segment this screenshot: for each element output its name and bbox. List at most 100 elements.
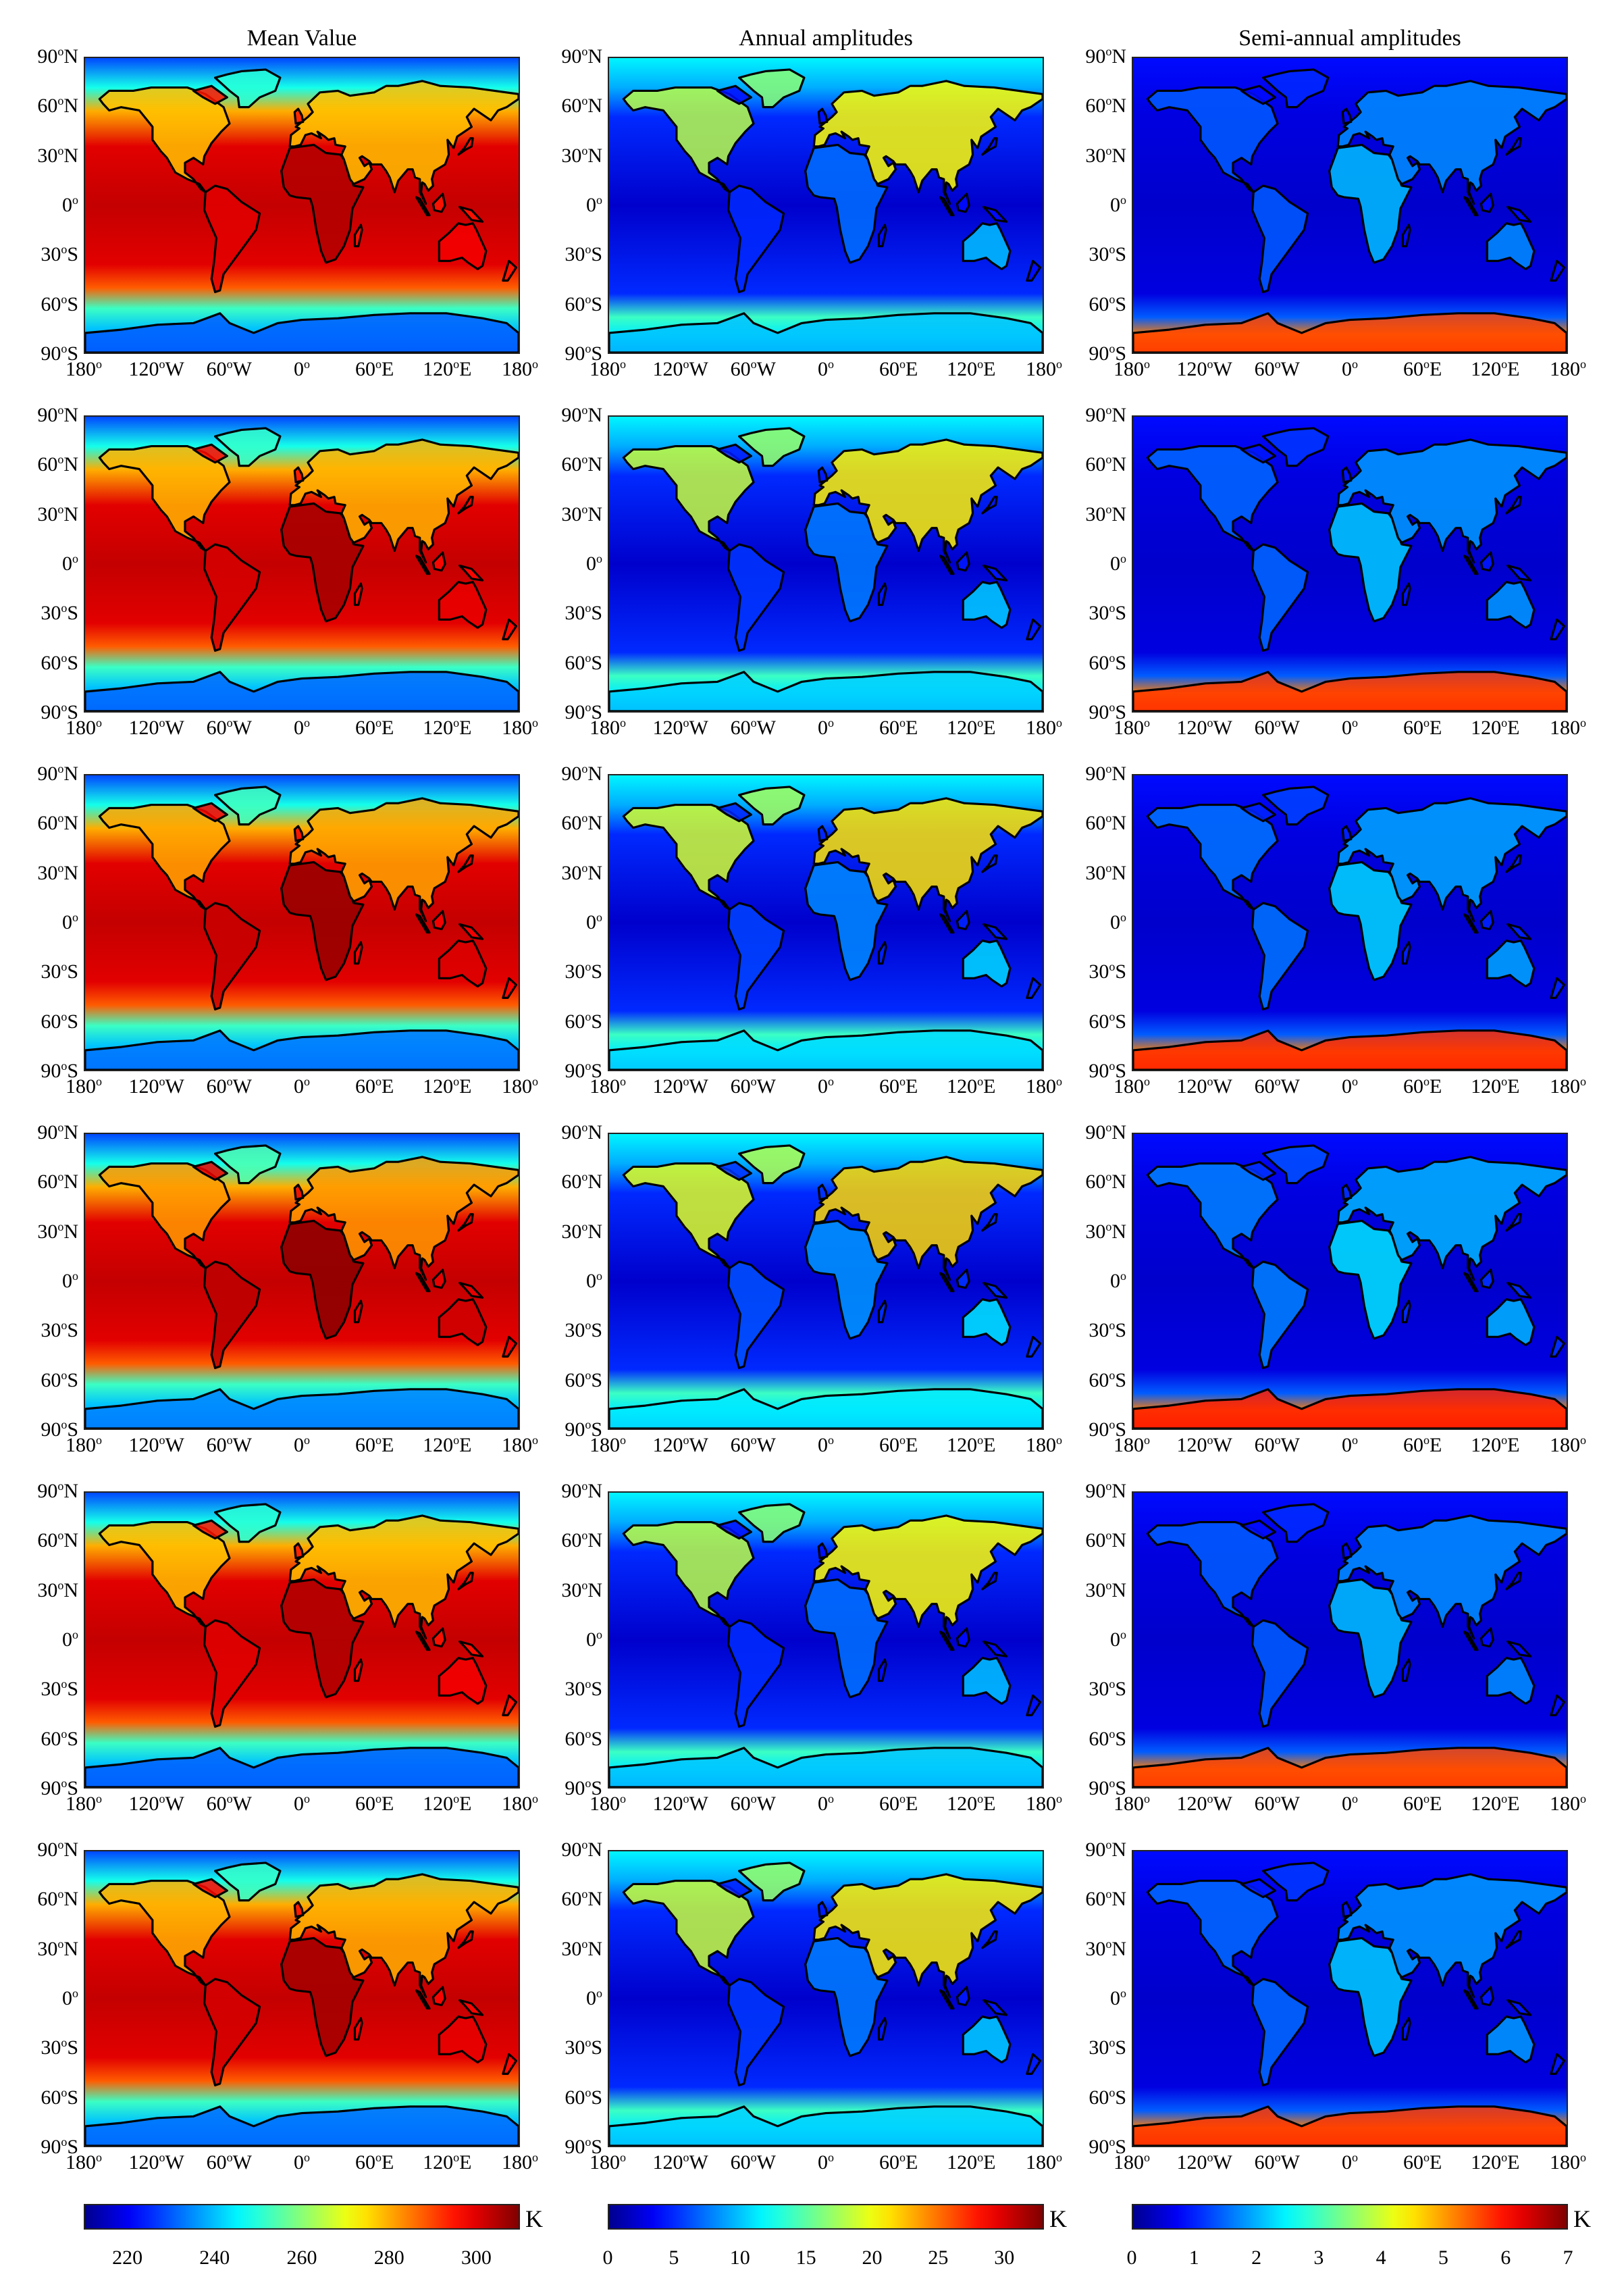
lat-tick-label: 30oN [561,502,602,525]
map-panel-semi-row1 [1132,57,1568,354]
lat-tick-label: 30oN [37,502,78,525]
lon-tick-label: 180o [66,1075,102,1098]
coastline-sumatra [415,555,431,575]
colorbar-tick-label: 7 [1563,2246,1573,2269]
coastline-africa [280,502,365,623]
coastline-new-zealand [1026,259,1042,282]
lat-tick-label: 30oN [561,1578,602,1601]
lon-tick-label: 120oE [947,1792,996,1815]
coastline-madagascar [1401,224,1411,248]
lon-tick-label: 180o [66,357,102,380]
coastline-japan [457,854,474,873]
coastline-baffin [192,1519,228,1540]
colorbar-tick-label: 220 [112,2246,143,2269]
coastline-baffin [1240,1519,1276,1540]
lon-tick-label: 120oW [652,1792,708,1815]
lat-tick-label: 0o [1110,193,1126,216]
coastline-baffin [192,802,228,823]
lon-tick-label: 120oE [947,716,996,739]
lon-tick-label: 60oW [206,1792,252,1815]
lat-tick-label: 30oS [41,2036,78,2059]
coastline-sumatra [1463,1989,1479,2010]
coastline-greenland [214,68,282,109]
map-panel-amp-row4 [608,1133,1044,1430]
lon-tick-label: 180o [1114,2151,1150,2174]
lat-tick-label: 30oS [565,960,602,983]
lon-tick-label: 60oE [879,1792,918,1815]
lat-tick-label: 60oS [1089,1009,1126,1033]
lon-tick-label: 120oW [128,1075,184,1098]
coastline-australia [962,940,1012,988]
coastline-australia [1486,940,1536,988]
lat-tick-label: 90oS [565,700,602,723]
lon-tick-label: 180o [1026,1433,1062,1456]
lat-tick-label: 60oS [565,1009,602,1033]
coastline-africa [280,860,365,981]
lat-tick-label: 30oS [41,242,78,266]
coastline-new-zealand [1550,2053,1566,2075]
coastline-australia [438,222,488,271]
lon-tick-label: 120oW [128,357,184,380]
lon-tick-label: 180o [1114,1433,1150,1456]
map-panel-semi-row4 [1132,1133,1568,1430]
coastline-baffin [1240,1878,1276,1899]
coastline-sumatra [939,555,955,575]
coastline-britain [817,1901,829,1918]
coastline-new-guinea [459,564,484,582]
coastline-madagascar [1401,941,1411,965]
coastline-greenland [738,1861,806,1902]
lat-tick-label: 90oS [41,1776,78,1799]
colorbar-tick-label: 300 [461,2246,492,2269]
coastline-baffin [716,1878,752,1899]
coastline-new-zealand [1026,618,1042,640]
coastline-australia [962,1298,1012,1347]
coastline-sumatra [415,1272,431,1293]
lon-tick-label: 0o [294,357,310,380]
coastline-australia [1486,1298,1536,1347]
lat-tick-label: 0o [1110,552,1126,575]
coastline-greenland [1262,427,1330,467]
coastline-australia [438,940,488,988]
coastline-new-zealand [1550,1694,1566,1716]
lat-tick-label: 30oS [1089,242,1126,266]
coastline-sumatra [415,913,431,934]
lon-tick-label: 60oW [730,357,776,380]
coastline-borneo [955,551,970,572]
lat-tick-label: 90oS [1089,700,1126,723]
coastline-eurasia [812,1514,1043,1640]
coastline-madagascar [1401,1658,1411,1682]
coastline-borneo [1479,192,1494,213]
lon-tick-label: 180o [590,2151,626,2174]
coastline-greenland [1262,68,1330,109]
coastline-japan [981,496,998,515]
coastline-madagascar [877,582,887,607]
column-title-1: Annual amplitudes [739,26,913,51]
lat-tick-label: 60oN [37,453,78,476]
coastline-eurasia [288,438,519,564]
lat-tick-label: 30oN [1085,1936,1126,1960]
coastline-britain [293,466,305,484]
lat-tick-label: 90oN [561,762,602,785]
coastline-australia [962,222,1012,271]
coastline-new-zealand [502,259,518,282]
coastline-south-america [727,543,785,652]
lon-tick-label: 180o [590,1433,626,1456]
lon-tick-label: 180o [502,1075,538,1098]
lon-tick-label: 60oE [355,1075,394,1098]
coastline-baffin [192,443,228,464]
lat-tick-label: 30oS [41,1677,78,1701]
coastline-sumatra [415,196,431,217]
coastline-eurasia [812,438,1043,564]
lat-tick-label: 0o [586,910,602,933]
coastline-japan [457,137,474,156]
lat-tick-label: 60oS [41,1726,78,1750]
lat-tick-label: 90oS [1089,1059,1126,1082]
coastline-new-guinea [983,564,1008,582]
coastline-madagascar [877,224,887,248]
lon-tick-label: 180o [502,716,538,739]
coastline-south-america [1251,902,1309,1011]
lon-tick-label: 120oW [652,1433,708,1456]
lat-tick-label: 90oN [37,403,78,426]
lon-tick-label: 180o [1026,716,1062,739]
lat-tick-label: 30oN [37,1219,78,1243]
